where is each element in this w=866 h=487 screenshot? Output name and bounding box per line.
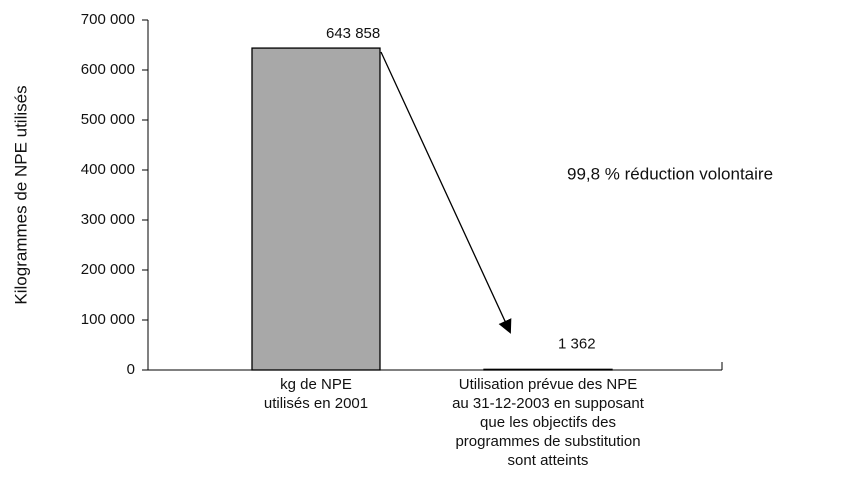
- y-tick-label: 400 000: [81, 161, 135, 178]
- y-axis-title: Kilogrammes de NPE utilisés: [11, 85, 30, 304]
- bar: [483, 368, 613, 371]
- y-tick-label: 100 000: [81, 311, 135, 328]
- x-tick-label: Utilisation prévue des NPE: [459, 376, 637, 393]
- y-tick-label: 200 000: [81, 261, 135, 278]
- annotation: 99,8 % réduction volontaire: [567, 164, 773, 183]
- y-tick-label: 600 000: [81, 61, 135, 78]
- x-tick-label: programmes de substitution: [455, 433, 640, 450]
- x-tick-label: utilisés en 2001: [264, 395, 368, 412]
- bar: [251, 47, 381, 371]
- y-tick-label: 700 000: [81, 11, 135, 28]
- x-tick-label: au 31-12-2003 en supposant: [452, 395, 645, 412]
- y-tick-label: 300 000: [81, 211, 135, 228]
- x-tick-label: que les objectifs des: [480, 414, 616, 431]
- value-label: 643 858: [326, 25, 380, 42]
- value-label: 1 362: [558, 335, 596, 352]
- arrow: [380, 51, 512, 334]
- x-tick-label: sont atteints: [508, 452, 589, 469]
- x-tick-label: kg de NPE: [280, 376, 352, 393]
- y-tick-label: 0: [127, 361, 135, 378]
- y-tick-label: 500 000: [81, 111, 135, 128]
